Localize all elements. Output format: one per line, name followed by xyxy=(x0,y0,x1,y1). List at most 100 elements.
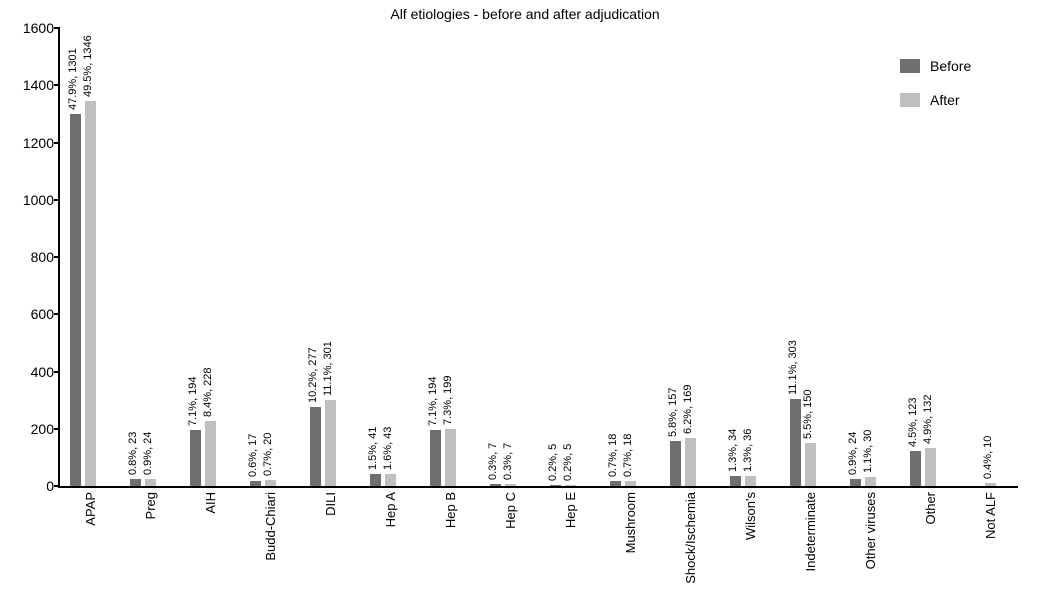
bar-before-label: 4.5%, 123 xyxy=(907,397,919,447)
bar-before: 0.9%, 24 xyxy=(850,479,861,486)
bar-before: 47.9%, 1301 xyxy=(70,114,81,486)
y-tick-label: 800 xyxy=(31,249,60,265)
category-label: Indeterminate xyxy=(803,486,818,572)
y-tick-label: 600 xyxy=(31,306,60,322)
bar-after: 6.2%, 169 xyxy=(685,438,696,486)
category-label: Hep C xyxy=(503,486,518,529)
bar-before-label: 0.2%, 5 xyxy=(547,443,559,480)
bar-before-label: 1.3%, 34 xyxy=(727,429,739,472)
category-label: Wilson's xyxy=(743,486,758,540)
bar-after: 1.1%, 30 xyxy=(865,477,876,486)
bar-after-label: 6.2%, 169 xyxy=(682,384,694,434)
bar-group: 0.9%, 241.1%, 30Other viruses xyxy=(850,28,876,486)
bar-group: 0.3%, 70.3%, 7Hep C xyxy=(490,28,516,486)
category-label: Other xyxy=(923,486,938,525)
bar-after-label: 0.7%, 18 xyxy=(622,433,634,476)
category-label: Hep A xyxy=(383,486,398,527)
bar-group: 5.8%, 1576.2%, 169Shock/Ischemia xyxy=(670,28,696,486)
bar-group: 1.5%, 411.6%, 43Hep A xyxy=(370,28,396,486)
bar-before: 11.1%, 303 xyxy=(790,399,801,486)
bar-after: 1.6%, 43 xyxy=(385,474,396,486)
bar-group: 11.1%, 3035.5%, 150Indeterminate xyxy=(790,28,816,486)
y-tick-label: 1000 xyxy=(23,192,60,208)
bar-before-label: 0.6%, 17 xyxy=(247,434,259,477)
y-tick-label: 200 xyxy=(31,421,60,437)
category-label: Mushroom xyxy=(623,486,638,553)
bar-group: 47.9%, 130149.5%, 1346APAP xyxy=(70,28,96,486)
category-label: Hep E xyxy=(563,486,578,528)
bar-before: 4.5%, 123 xyxy=(910,451,921,486)
bar-after: 1.3%, 36 xyxy=(745,476,756,486)
legend-label: Before xyxy=(930,58,971,74)
bar-group: 0.8%, 230.9%, 24Preg xyxy=(130,28,156,486)
bar-after-label: 0.2%, 5 xyxy=(562,443,574,480)
bar-before-label: 1.5%, 41 xyxy=(367,427,379,470)
bar-group: 0.6%, 170.7%, 20Budd-Chiari xyxy=(250,28,276,486)
bar-after-label: 1.1%, 30 xyxy=(862,430,874,473)
bar-before: 10.2%, 277 xyxy=(310,407,321,486)
bar-before: 7.1%, 194 xyxy=(190,430,201,486)
bar-before: 0.6%, 17 xyxy=(250,481,261,486)
bar-after-label: 1.3%, 36 xyxy=(742,428,754,471)
category-label: Not ALF xyxy=(983,486,998,539)
y-tick-label: 0 xyxy=(46,478,60,494)
bar-before-label: 47.9%, 1301 xyxy=(67,48,79,110)
bar-after-label: 7.3%, 199 xyxy=(442,376,454,426)
bar-before-label: 10.2%, 277 xyxy=(307,347,319,403)
bar-after-label: 0.4%, 10 xyxy=(982,436,994,479)
category-label: Other viruses xyxy=(863,486,878,569)
bar-after-label: 5.5%, 150 xyxy=(802,390,814,440)
bar-after-label: 11.1%, 301 xyxy=(322,341,334,396)
bar-after: 0.9%, 24 xyxy=(145,479,156,486)
legend-swatch xyxy=(900,93,920,107)
bar-before: 0.3%, 7 xyxy=(490,484,501,486)
category-label: Hep B xyxy=(443,486,458,528)
category-label: Preg xyxy=(143,486,158,519)
bar-before-label: 0.3%, 7 xyxy=(487,443,499,480)
bar-group: 7.1%, 1948.4%, 228AIH xyxy=(190,28,216,486)
y-tick-label: 1600 xyxy=(23,20,60,36)
bar-before: 0.2%, 5 xyxy=(550,485,561,486)
bar-group: 1.3%, 341.3%, 36Wilson's xyxy=(730,28,756,486)
chart-plot-area: 0200400600800100012001400160047.9%, 1301… xyxy=(58,28,1018,488)
bar-before-label: 7.1%, 194 xyxy=(427,377,439,427)
bar-group: 0.2%, 50.2%, 5Hep E xyxy=(550,28,576,486)
category-label: Shock/Ischemia xyxy=(683,486,698,584)
y-tick-label: 1400 xyxy=(23,77,60,93)
bar-after-label: 0.7%, 20 xyxy=(262,433,274,476)
chart-title: Alf etiologies - before and after adjudi… xyxy=(0,6,1050,22)
bar-after-label: 8.4%, 228 xyxy=(202,367,214,417)
bar-after: 7.3%, 199 xyxy=(445,429,456,486)
legend-item: Before xyxy=(900,58,971,74)
legend-swatch xyxy=(900,59,920,73)
chart-stage: Alf etiologies - before and after adjudi… xyxy=(0,0,1050,589)
bar-after: 5.5%, 150 xyxy=(805,443,816,486)
bar-before-label: 0.7%, 18 xyxy=(607,433,619,476)
bar-after-label: 4.9%, 132 xyxy=(922,395,934,445)
category-label: AIH xyxy=(203,486,218,514)
category-label: APAP xyxy=(83,486,98,526)
bar-group: 7.1%, 1947.3%, 199Hep B xyxy=(430,28,456,486)
bar-after: 4.9%, 132 xyxy=(925,448,936,486)
bar-before-label: 0.8%, 23 xyxy=(127,432,139,475)
bar-after-label: 0.3%, 7 xyxy=(502,443,514,480)
bar-after: 49.5%, 1346 xyxy=(85,101,96,486)
bar-before-label: 11.1%, 303 xyxy=(787,340,799,395)
bar-after-label: 49.5%, 1346 xyxy=(82,35,94,97)
bar-after-label: 1.6%, 43 xyxy=(382,426,394,469)
y-tick-label: 1200 xyxy=(23,135,60,151)
category-label: Budd-Chiari xyxy=(263,486,278,561)
bar-before-label: 5.8%, 157 xyxy=(667,388,679,438)
y-tick-label: 400 xyxy=(31,364,60,380)
legend-label: After xyxy=(930,92,960,108)
bar-before-label: 0.9%, 24 xyxy=(847,432,859,475)
bar-before: 0.7%, 18 xyxy=(610,481,621,486)
bar-after: 8.4%, 228 xyxy=(205,421,216,486)
bar-after-label: 0.9%, 24 xyxy=(142,432,154,475)
bar-group: 0.7%, 180.7%, 18Mushroom xyxy=(610,28,636,486)
category-label: DILI xyxy=(323,486,338,516)
bar-before-label: 7.1%, 194 xyxy=(187,377,199,427)
bar-before: 0.8%, 23 xyxy=(130,479,141,486)
bar-group: 0.4%, 10Not ALF xyxy=(970,28,996,486)
bar-group: 10.2%, 27711.1%, 301DILI xyxy=(310,28,336,486)
